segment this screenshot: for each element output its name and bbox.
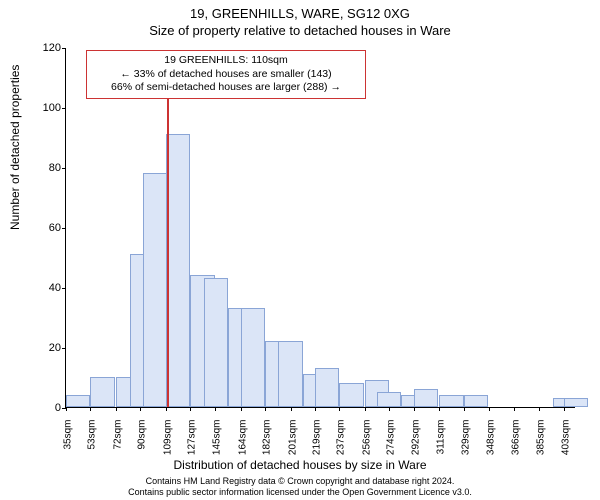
histogram-bar bbox=[143, 173, 167, 407]
chart-title-sub: Size of property relative to detached ho… bbox=[0, 21, 600, 38]
y-tick-mark bbox=[62, 288, 66, 289]
y-tick-label: 20 bbox=[21, 342, 61, 354]
histogram-bar bbox=[564, 398, 588, 407]
y-tick-label: 60 bbox=[21, 222, 61, 234]
x-tick-mark bbox=[464, 407, 465, 411]
y-tick-label: 0 bbox=[21, 402, 61, 414]
x-tick-mark bbox=[140, 407, 141, 411]
histogram-bar bbox=[241, 308, 265, 407]
x-tick-mark bbox=[414, 407, 415, 411]
y-tick-mark bbox=[62, 228, 66, 229]
x-tick-mark bbox=[215, 407, 216, 411]
chart-title-main: 19, GREENHILLS, WARE, SG12 0XG bbox=[0, 0, 600, 21]
histogram-bar bbox=[315, 368, 339, 407]
histogram-bar bbox=[439, 395, 463, 407]
y-tick-mark bbox=[62, 168, 66, 169]
x-tick-mark bbox=[389, 407, 390, 411]
annotation-line-3: 66% of semi-detached houses are larger (… bbox=[93, 81, 359, 95]
histogram-bar bbox=[414, 389, 438, 407]
footer-attribution: Contains HM Land Registry data © Crown c… bbox=[0, 476, 600, 498]
footer-line-1: Contains HM Land Registry data © Crown c… bbox=[0, 476, 600, 487]
histogram-bar bbox=[377, 392, 401, 407]
x-tick-mark bbox=[116, 407, 117, 411]
x-axis-label: Distribution of detached houses by size … bbox=[0, 458, 600, 472]
x-tick-mark bbox=[190, 407, 191, 411]
y-tick-label: 40 bbox=[21, 282, 61, 294]
x-tick-mark bbox=[514, 407, 515, 411]
x-tick-mark bbox=[166, 407, 167, 411]
y-tick-mark bbox=[62, 48, 66, 49]
x-tick-mark bbox=[265, 407, 266, 411]
chart-area: 02040608010012035sqm53sqm72sqm90sqm109sq… bbox=[65, 48, 575, 408]
y-tick-label: 120 bbox=[21, 42, 61, 54]
plot-area: 02040608010012035sqm53sqm72sqm90sqm109sq… bbox=[65, 48, 575, 408]
x-tick-mark bbox=[439, 407, 440, 411]
x-tick-mark bbox=[291, 407, 292, 411]
x-tick-mark bbox=[315, 407, 316, 411]
histogram-bar bbox=[204, 278, 228, 407]
x-tick-mark bbox=[339, 407, 340, 411]
annotation-line-2: ← 33% of detached houses are smaller (14… bbox=[93, 68, 359, 82]
histogram-bar bbox=[66, 395, 90, 407]
x-tick-mark bbox=[489, 407, 490, 411]
y-tick-label: 80 bbox=[21, 162, 61, 174]
histogram-bar bbox=[90, 377, 114, 407]
x-tick-mark bbox=[66, 407, 67, 411]
x-tick-mark bbox=[365, 407, 366, 411]
histogram-bar bbox=[278, 341, 302, 407]
x-tick-mark bbox=[241, 407, 242, 411]
y-tick-mark bbox=[62, 348, 66, 349]
x-tick-mark bbox=[564, 407, 565, 411]
y-tick-mark bbox=[62, 108, 66, 109]
property-marker-line bbox=[167, 97, 169, 407]
annotation-box: 19 GREENHILLS: 110sqm← 33% of detached h… bbox=[86, 50, 366, 99]
histogram-bar bbox=[166, 134, 190, 407]
histogram-bar bbox=[464, 395, 488, 407]
x-tick-mark bbox=[90, 407, 91, 411]
x-tick-mark bbox=[539, 407, 540, 411]
footer-line-2: Contains public sector information licen… bbox=[0, 487, 600, 498]
y-tick-label: 100 bbox=[21, 102, 61, 114]
annotation-line-1: 19 GREENHILLS: 110sqm bbox=[93, 54, 359, 68]
histogram-bar bbox=[339, 383, 363, 407]
y-axis-label: Number of detached properties bbox=[8, 65, 22, 230]
